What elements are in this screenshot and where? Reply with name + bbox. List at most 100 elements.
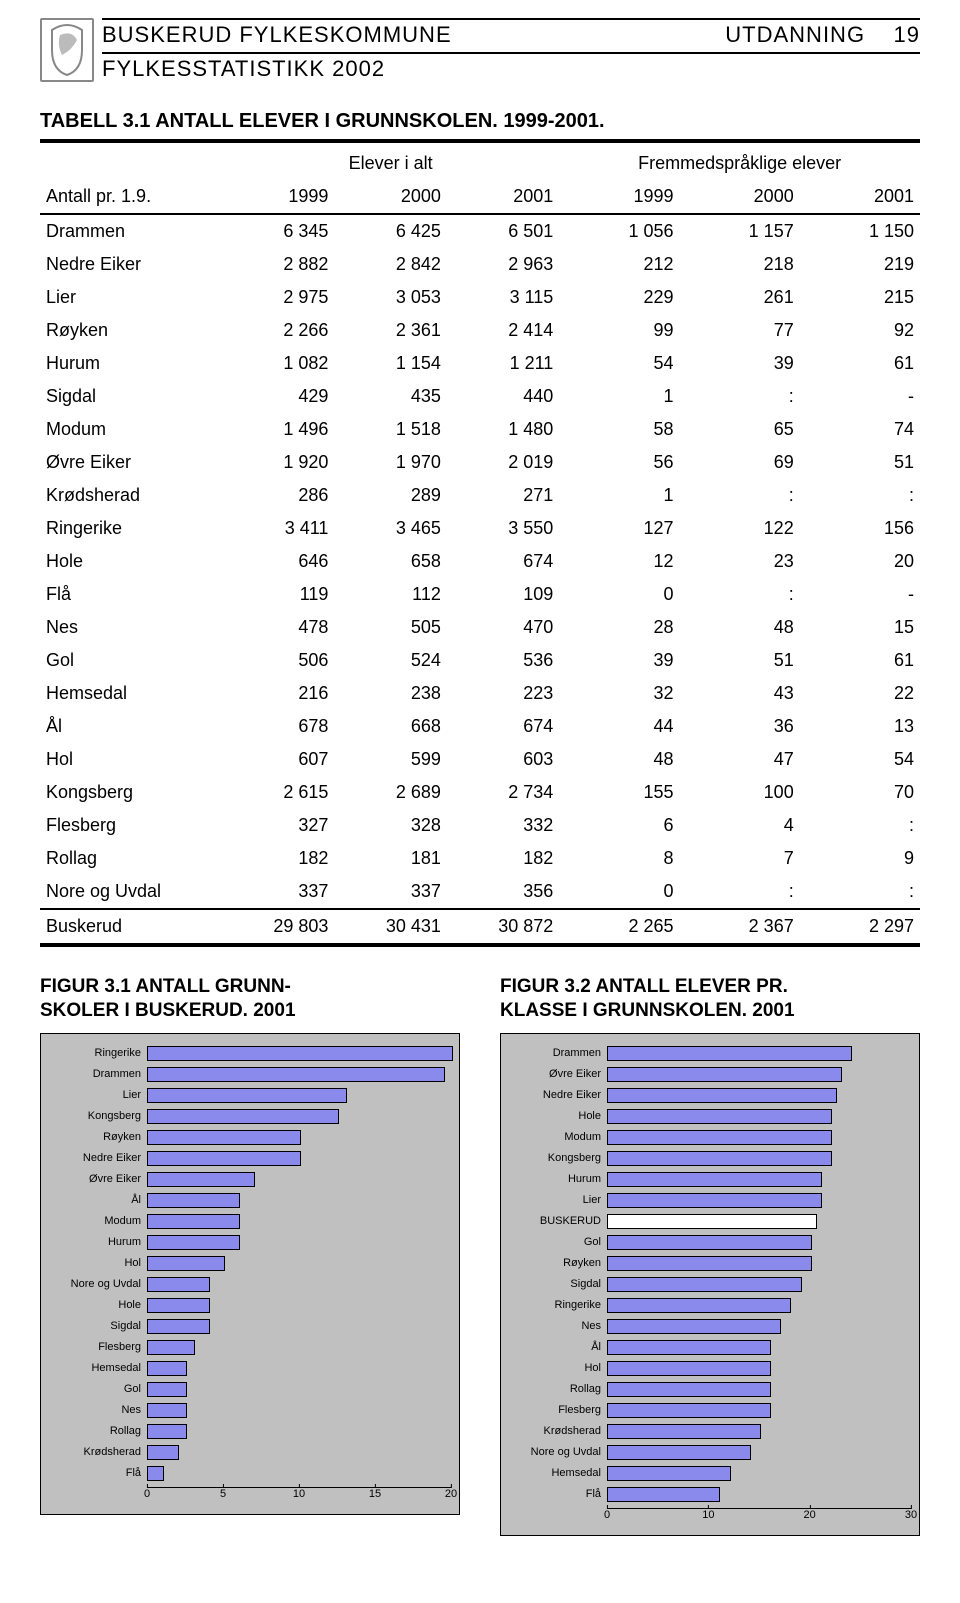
cell: 2 842 — [334, 248, 446, 281]
cell: 29 803 — [222, 909, 334, 945]
bar — [147, 1298, 210, 1313]
cell: 77 — [680, 314, 800, 347]
cell: 218 — [680, 248, 800, 281]
bar-label: Øvre Eiker — [509, 1068, 607, 1080]
cell: 182 — [447, 842, 559, 875]
row-name: Krødsherad — [40, 479, 222, 512]
cell: 356 — [447, 875, 559, 909]
cell: 30 431 — [334, 909, 446, 945]
bar-label: Krødsherad — [49, 1446, 147, 1458]
cell: 440 — [447, 380, 559, 413]
axis-tick: 0 — [144, 1488, 150, 1500]
bar — [607, 1361, 771, 1376]
cell: 1 157 — [680, 214, 800, 248]
cell: 112 — [334, 578, 446, 611]
bar — [147, 1466, 164, 1481]
total-row: Buskerud29 80330 43130 8722 2652 3672 29… — [40, 909, 920, 945]
year-col: 2001 — [447, 180, 559, 214]
cell: 109 — [447, 578, 559, 611]
bar — [607, 1424, 761, 1439]
fig1-title-l2: SKOLER I BUSKERUD. 2001 — [40, 1000, 296, 1021]
cell: 506 — [222, 644, 334, 677]
cell: 337 — [222, 875, 334, 909]
cell: 646 — [222, 545, 334, 578]
row-name: Nedre Eiker — [40, 248, 222, 281]
bar-label: Hole — [49, 1299, 147, 1311]
bar — [607, 1109, 832, 1124]
cell: 9 — [800, 842, 920, 875]
bar-row: Gol — [49, 1380, 451, 1399]
cell: 44 — [559, 710, 679, 743]
cell: 65 — [680, 413, 800, 446]
cell: 3 465 — [334, 512, 446, 545]
bar — [607, 1214, 817, 1229]
bar-row: Ringerike — [509, 1296, 911, 1315]
bar-label: Nedre Eiker — [49, 1152, 147, 1164]
bar-row: Hemsedal — [49, 1359, 451, 1378]
row-name: Sigdal — [40, 380, 222, 413]
cell: 92 — [800, 314, 920, 347]
cell: 1 082 — [222, 347, 334, 380]
cell: 327 — [222, 809, 334, 842]
year-col: 1999 — [222, 180, 334, 214]
bar — [607, 1235, 812, 1250]
cell: 119 — [222, 578, 334, 611]
cell: 0 — [559, 578, 679, 611]
bar-row: Nedre Eiker — [49, 1149, 451, 1168]
cell: 1 056 — [559, 214, 679, 248]
bar — [147, 1214, 240, 1229]
bar-label: Rollag — [49, 1425, 147, 1437]
bar — [147, 1277, 210, 1292]
row-name: Flesberg — [40, 809, 222, 842]
row-name: Hurum — [40, 347, 222, 380]
cell: 100 — [680, 776, 800, 809]
bar — [607, 1487, 720, 1502]
cell: 536 — [447, 644, 559, 677]
cell: : — [680, 578, 800, 611]
bar-row: Hole — [509, 1107, 911, 1126]
bar-label: Hurum — [509, 1173, 607, 1185]
cell: 668 — [334, 710, 446, 743]
axis-tick: 20 — [804, 1509, 816, 1521]
bar — [607, 1046, 852, 1061]
cell: 328 — [334, 809, 446, 842]
cell: 2 266 — [222, 314, 334, 347]
table-row: Flå1191121090:- — [40, 578, 920, 611]
table-row: Hol607599603484754 — [40, 743, 920, 776]
cell: 2 367 — [680, 909, 800, 945]
axis-tick: 5 — [220, 1488, 226, 1500]
table-row: Hemsedal216238223324322 — [40, 677, 920, 710]
fig2-title-l2: KLASSE I GRUNNSKOLEN. 2001 — [500, 1000, 795, 1021]
bar — [147, 1109, 339, 1124]
cell: 1 920 — [222, 446, 334, 479]
bar-label: Hurum — [49, 1236, 147, 1248]
cell: 478 — [222, 611, 334, 644]
cell: 332 — [447, 809, 559, 842]
cell: 13 — [800, 710, 920, 743]
bar-label: Kongsberg — [49, 1110, 147, 1122]
cell: 36 — [680, 710, 800, 743]
cell: 28 — [559, 611, 679, 644]
axis-tick: 15 — [369, 1488, 381, 1500]
bar-label: Hole — [509, 1110, 607, 1122]
row-name: Øvre Eiker — [40, 446, 222, 479]
cell: 1 518 — [334, 413, 446, 446]
bar — [147, 1046, 453, 1061]
bar — [607, 1193, 822, 1208]
cell: 678 — [222, 710, 334, 743]
bar-label: Hol — [49, 1257, 147, 1269]
cell: 271 — [447, 479, 559, 512]
cell: 603 — [447, 743, 559, 776]
bar-row: Nes — [509, 1317, 911, 1336]
axis-tick: 10 — [702, 1509, 714, 1521]
cell: 1 480 — [447, 413, 559, 446]
cell: 4 — [680, 809, 800, 842]
cell: 0 — [559, 875, 679, 909]
bar — [147, 1172, 255, 1187]
table-row: Krødsherad2862892711:: — [40, 479, 920, 512]
row-name: Hole — [40, 545, 222, 578]
bar-label: Nes — [509, 1320, 607, 1332]
row-name: Modum — [40, 413, 222, 446]
bar-row: Nedre Eiker — [509, 1086, 911, 1105]
bar-row: Ål — [509, 1338, 911, 1357]
